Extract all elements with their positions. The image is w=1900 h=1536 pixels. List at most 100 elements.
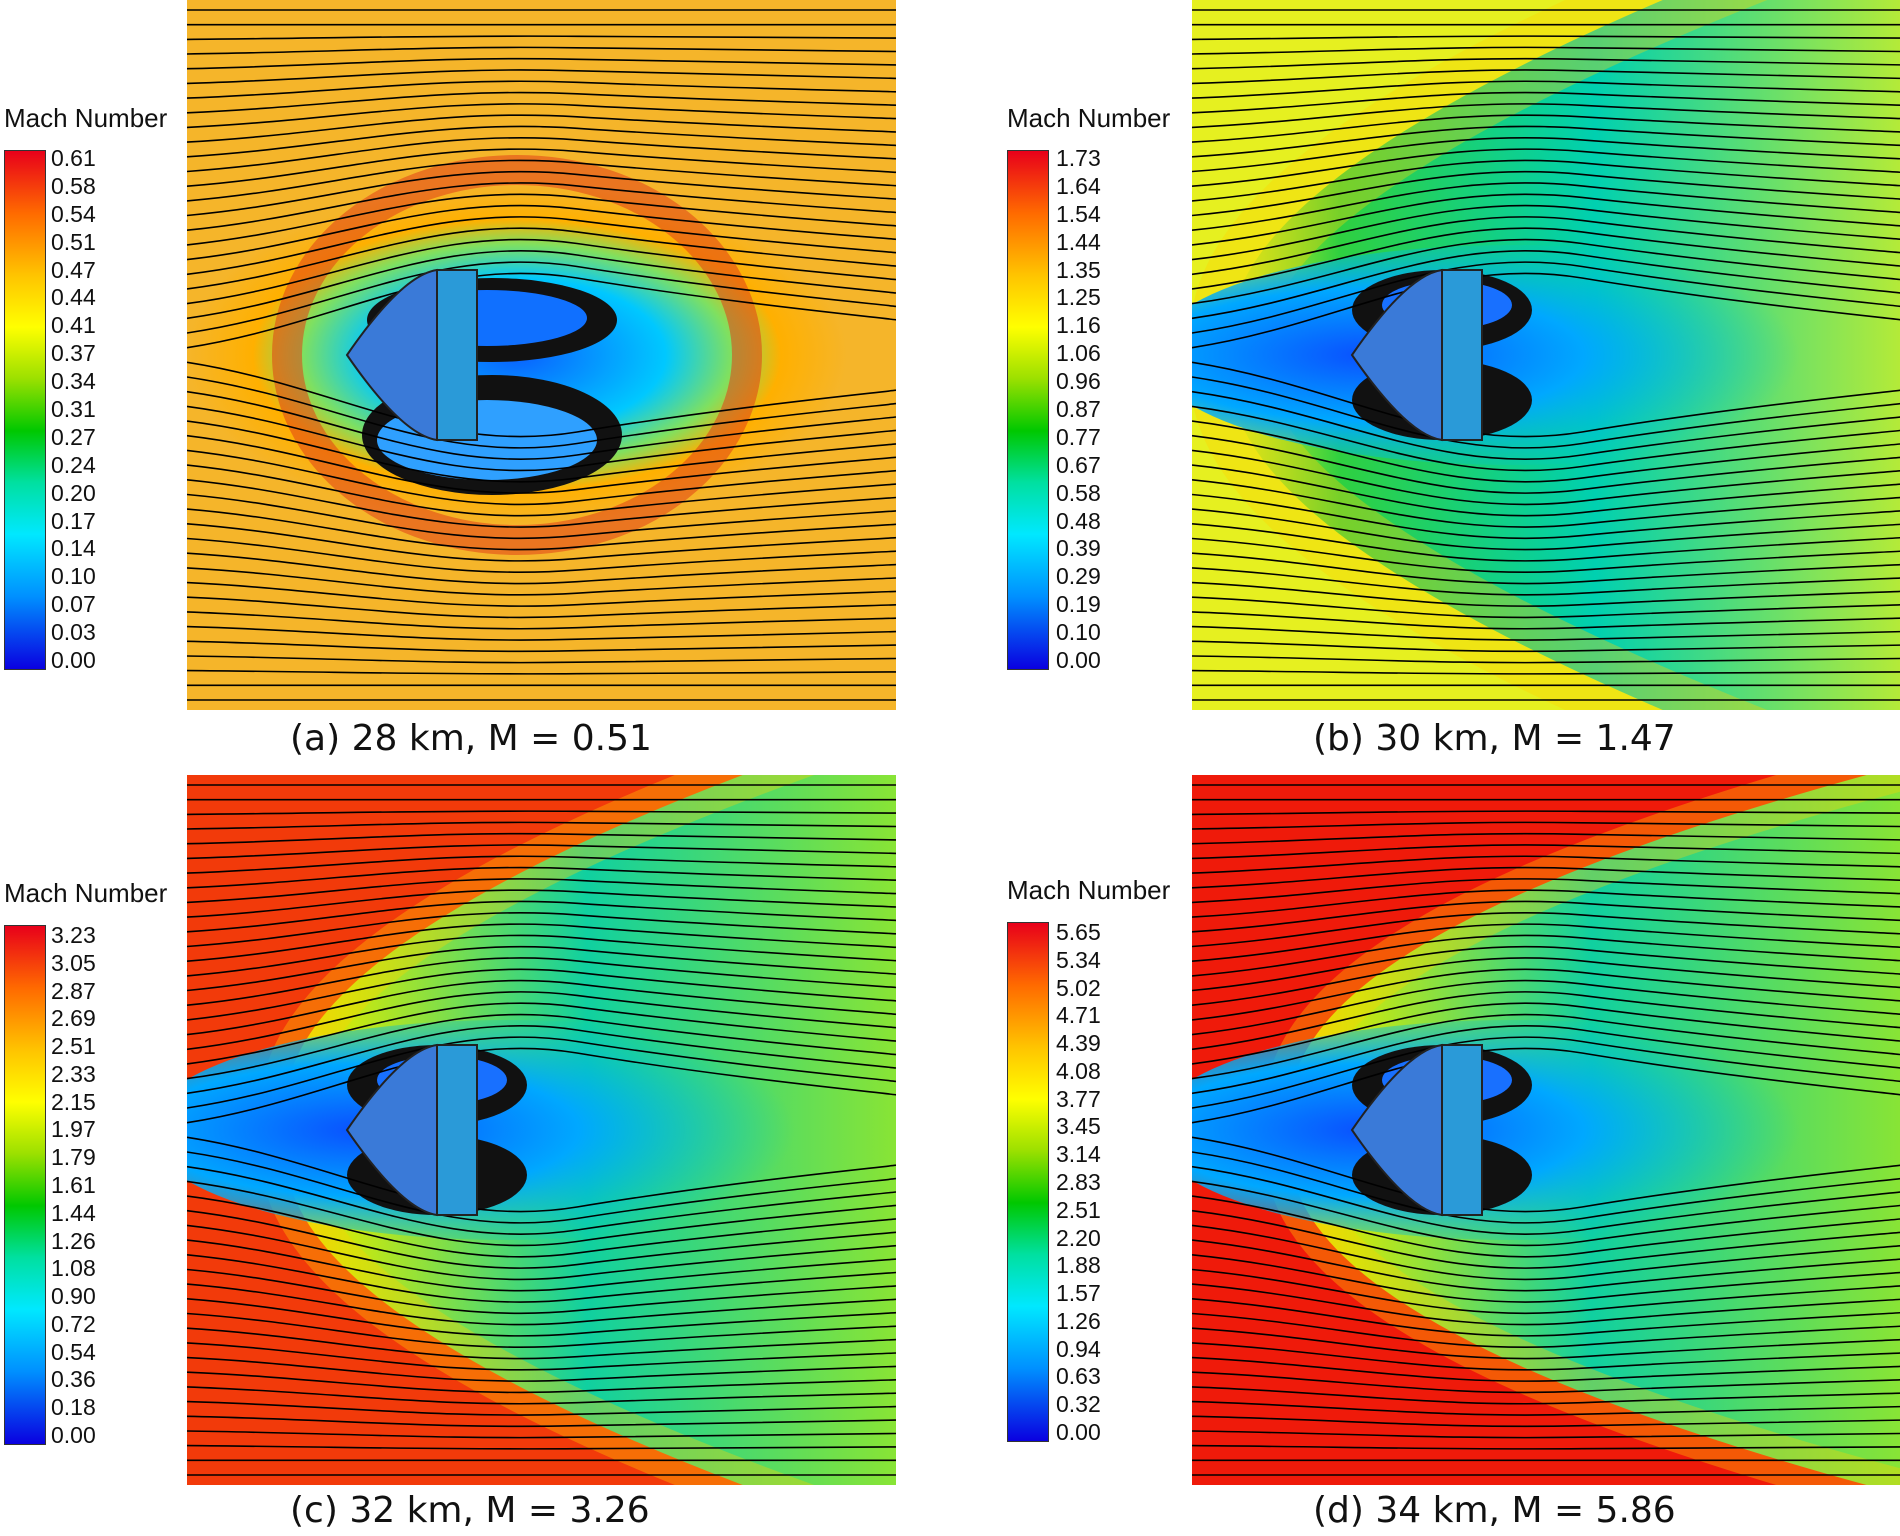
streamline: [187, 261, 896, 334]
streamline: [187, 832, 896, 845]
streamline: [1192, 91, 1900, 114]
streamline: [187, 855, 896, 874]
tick-label: 0.29: [1056, 563, 1101, 590]
tick-label: 0.10: [1056, 619, 1101, 646]
streamline: [187, 103, 896, 129]
streamline: [187, 611, 896, 630]
streamline: [1192, 810, 1900, 816]
streamline: [187, 1327, 896, 1360]
streamline: [1192, 537, 1900, 574]
streamline: [1192, 855, 1900, 874]
tick-label: 0.94: [1056, 1335, 1101, 1362]
streamline: [1192, 844, 1900, 860]
streamline: [187, 1165, 896, 1236]
streamline: [187, 159, 896, 202]
streamline: [1192, 1013, 1900, 1080]
flow-field-plot: [187, 0, 896, 710]
streamline: [1192, 249, 1900, 320]
streamline: [187, 669, 896, 675]
tick-label: 0.58: [51, 172, 96, 199]
streamline: [187, 376, 896, 449]
streamline: [1192, 1400, 1900, 1416]
streamline: [187, 1298, 896, 1337]
streamline: [187, 1356, 896, 1382]
tick-label: 0.54: [51, 1338, 96, 1365]
streamline: [1192, 35, 1900, 41]
streamline: [187, 1180, 896, 1247]
tick-label: 0.63: [1056, 1363, 1101, 1390]
tick-label: 1.25: [1056, 284, 1101, 311]
streamline: [187, 523, 896, 562]
streamline: [1192, 159, 1900, 202]
streamline: [187, 390, 896, 461]
streamline: [187, 170, 896, 217]
streamline: [1192, 1180, 1900, 1247]
streamline: [187, 182, 896, 231]
streamline: [187, 866, 896, 889]
tick-label: 2.51: [51, 1033, 96, 1060]
streamline: [187, 1268, 896, 1315]
tick-label: 1.54: [1056, 200, 1101, 227]
streamline: [187, 581, 896, 607]
streamline: [187, 80, 896, 99]
tick-label: 2.87: [51, 977, 96, 1004]
streamline: [187, 272, 896, 349]
streamline: [1192, 148, 1900, 187]
streamline: [187, 810, 896, 816]
tick-label: 0.90: [51, 1283, 96, 1310]
streamline: [1192, 361, 1900, 438]
streamline: [1192, 216, 1900, 276]
streamline: [187, 968, 896, 1021]
tick-label: 5.65: [1056, 919, 1101, 945]
flow-field-plot: [1192, 775, 1900, 1485]
streamline: [187, 1400, 896, 1416]
legend-title: Mach Number: [4, 878, 168, 908]
mach-contour-field: [1192, 0, 1900, 710]
streamline: [1192, 945, 1900, 992]
streamline: [187, 1342, 896, 1371]
colorbar: [1007, 922, 1049, 1442]
streamline: [1192, 46, 1900, 55]
streamline: [187, 923, 896, 962]
tick-label: 0.48: [1056, 507, 1101, 534]
tick-label: 4.08: [1056, 1057, 1101, 1084]
tick-label: 0.07: [51, 591, 96, 618]
tick-label: 0.36: [51, 1366, 96, 1393]
tick-label: 1.73: [1056, 145, 1101, 171]
tick-label: 4.71: [1056, 1002, 1101, 1029]
tick-label: 5.34: [1056, 946, 1101, 973]
streamline: [187, 1209, 896, 1269]
colorbar: [1007, 150, 1049, 670]
figure-caption: (c) 32 km, M = 3.26: [290, 1490, 650, 1531]
streamline: [187, 1195, 896, 1258]
streamline: [1192, 1283, 1900, 1326]
streamline: [1192, 1151, 1900, 1224]
streamline: [1192, 523, 1900, 562]
streamline: [187, 1224, 896, 1281]
streamline: [187, 1136, 896, 1213]
streamline: [1192, 103, 1900, 129]
streamline: [1192, 204, 1900, 261]
tick-label: 4.39: [1056, 1030, 1101, 1057]
tick-label: 0.51: [51, 228, 96, 255]
tick-label: 0.20: [51, 479, 96, 506]
tick-label: 0.54: [51, 200, 96, 227]
tick-label: 0.19: [1056, 591, 1101, 618]
streamline: [1192, 238, 1900, 305]
streamline: [1192, 923, 1900, 962]
streamline: [187, 193, 896, 246]
streamline: [1192, 866, 1900, 889]
streamline: [187, 1151, 896, 1224]
tick-label: 1.06: [1056, 340, 1101, 367]
streamline: [187, 1386, 896, 1405]
streamline: [1192, 1036, 1900, 1109]
tick-label: 2.33: [51, 1060, 96, 1087]
tick-label: 0.41: [51, 312, 96, 339]
tick-label: 3.23: [51, 922, 96, 948]
streamline: [187, 991, 896, 1051]
legend-title: Mach Number: [1007, 875, 1171, 905]
streamline: [1192, 611, 1900, 630]
tick-label: 0.17: [51, 507, 96, 534]
streamline: [187, 361, 896, 438]
tick-label: 3.45: [1056, 1113, 1101, 1140]
